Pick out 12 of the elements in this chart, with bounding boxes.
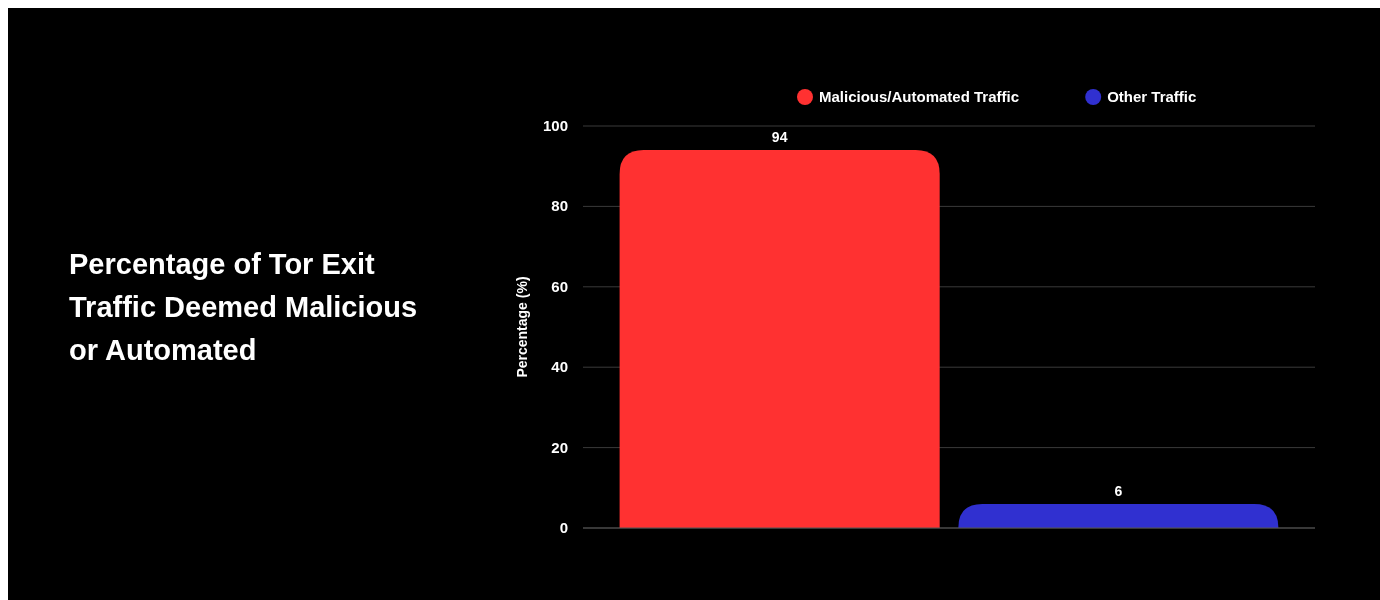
data-label: 94 bbox=[771, 129, 788, 146]
y-axis-title: Percentage (%) bbox=[514, 276, 530, 378]
y-tick-label: 40 bbox=[551, 358, 568, 376]
legend-label: Other Traffic bbox=[1107, 88, 1197, 105]
y-tick-label: 80 bbox=[551, 197, 568, 215]
y-tick-label: 0 bbox=[559, 519, 568, 536]
y-tick-label: 20 bbox=[551, 438, 568, 456]
data-label: 6 bbox=[1114, 482, 1123, 499]
legend-label: Malicious/Automated Traffic bbox=[819, 88, 1020, 105]
y-tick-label: 100 bbox=[542, 117, 568, 134]
text: Percentage of Tor Exit Traffic Deemed Malicious or Automated bbox=[69, 248, 418, 366]
y-tick-label: 60 bbox=[551, 277, 568, 295]
